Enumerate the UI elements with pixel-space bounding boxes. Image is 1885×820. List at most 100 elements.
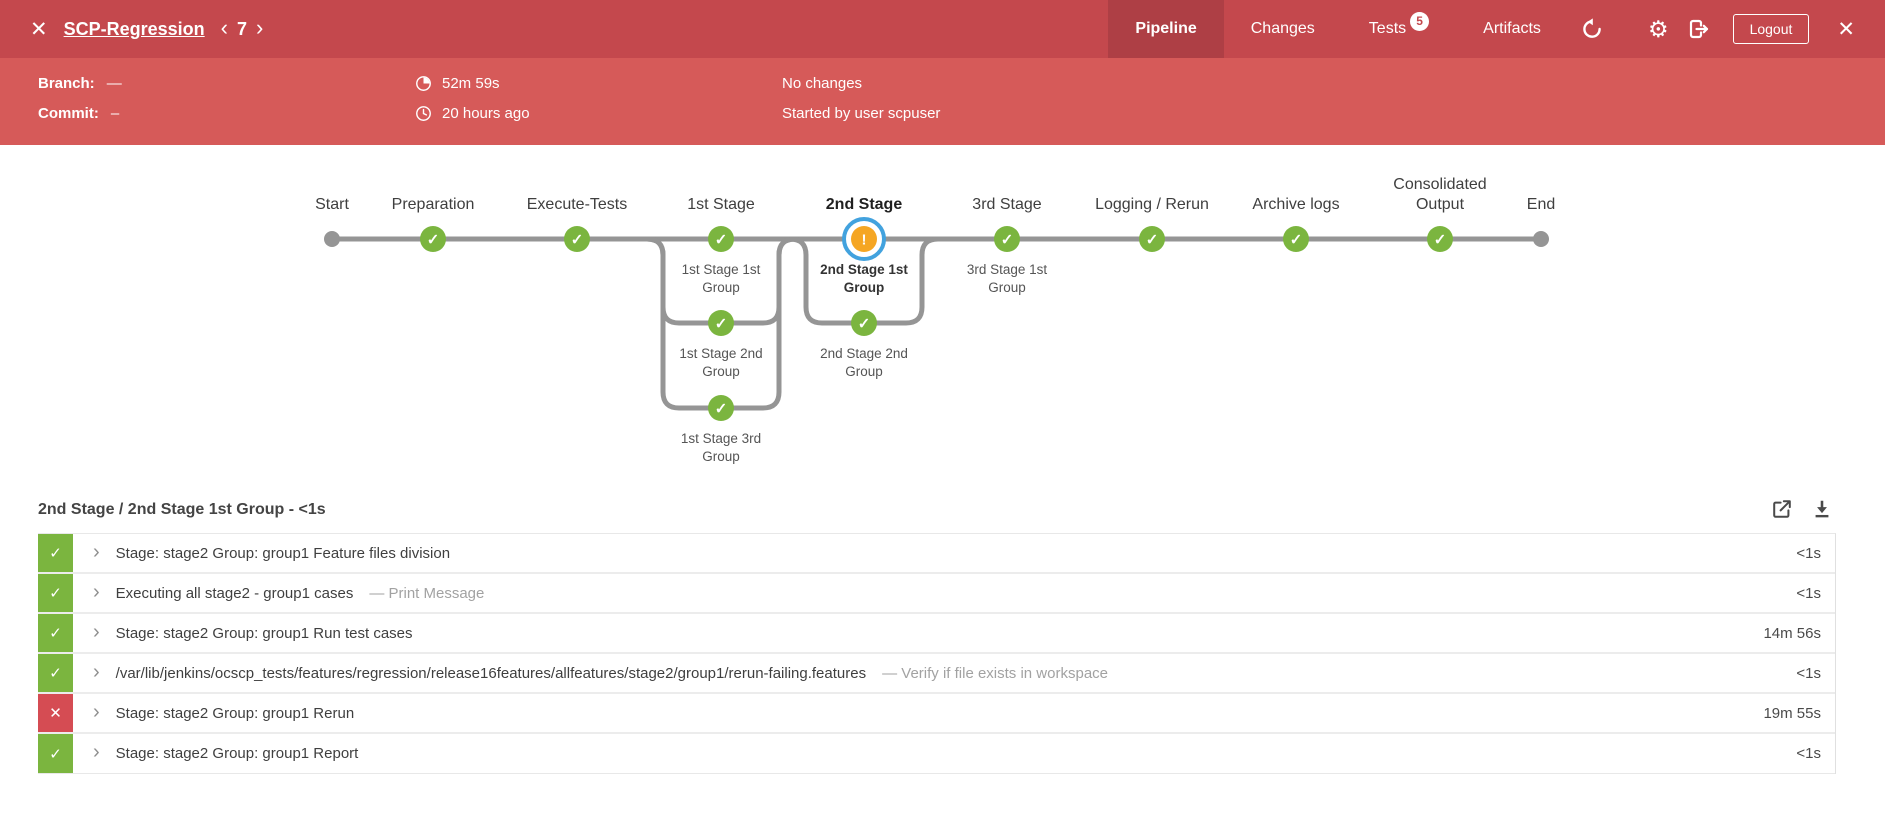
expand-step-chevron-icon[interactable]: › <box>93 660 100 683</box>
step-duration: <1s <box>1796 745 1821 762</box>
step-success-icon: ✓ <box>38 654 73 692</box>
stage-label: Output <box>1416 196 1465 213</box>
stage-label: Preparation <box>392 196 475 213</box>
step-title: Stage: stage2 Group: group1 Rerun <box>115 704 355 722</box>
parallel-branch-label: Group <box>844 280 885 295</box>
success-check-icon: ✓ <box>715 316 728 333</box>
step-success-icon: ✓ <box>38 534 73 572</box>
rerun-icon[interactable] <box>1580 17 1604 41</box>
started-value: 20 hours ago <box>442 105 530 122</box>
next-run-icon[interactable]: › <box>256 14 264 40</box>
close-pipeline-icon[interactable]: ✕ <box>30 17 48 41</box>
gear-icon[interactable]: ⚙ <box>1647 15 1669 42</box>
success-check-icon: ✓ <box>1146 232 1159 249</box>
pipeline-node[interactable] <box>1139 226 1165 252</box>
changes-info: No changes <box>782 75 1885 92</box>
close-window-icon[interactable]: ✕ <box>1837 17 1855 41</box>
tests-count-badge: 5 <box>1410 11 1430 31</box>
stage-label: End <box>1527 196 1555 213</box>
started-by-info: Started by user scpuser <box>782 105 1885 122</box>
step-row[interactable]: ✓ › Stage: stage2 Group: group1 Report <1s <box>38 734 1835 774</box>
pipeline-node[interactable] <box>708 395 734 421</box>
stage-label: Logging / Rerun <box>1095 196 1209 213</box>
parallel-branch-label: 1st Stage 3rd <box>681 431 761 446</box>
parallel-branch-label: Group <box>702 280 740 295</box>
expand-step-chevron-icon[interactable]: › <box>93 741 100 763</box>
stage-label: Execute-Tests <box>527 196 627 213</box>
step-title: Stage: stage2 Group: group1 Feature file… <box>115 544 451 562</box>
branch-value: — <box>106 75 122 92</box>
step-row[interactable]: ✕ › Stage: stage2 Group: group1 Rerun 19m 5… <box>38 694 1835 734</box>
steps-table: ✓ › Stage: stage2 Group: group1 Feature fi… <box>38 533 1836 774</box>
pipeline-node-terminal[interactable] <box>1533 231 1549 247</box>
expand-step-chevron-icon[interactable]: › <box>93 580 100 603</box>
open-log-external-icon[interactable] <box>1771 498 1793 520</box>
steps-actions <box>1771 498 1833 520</box>
stage-label: Archive logs <box>1252 196 1339 213</box>
pipeline-node[interactable] <box>994 226 1020 252</box>
branch-label: Branch: <box>38 75 95 92</box>
step-title: Executing all stage2 - group1 cases <box>115 584 354 602</box>
step-title: /var/lib/jenkins/ocscp_tests/features/re… <box>115 664 867 682</box>
tab-label: Pipeline <box>1135 20 1197 37</box>
title-group: ✕ SCP-Regression ‹ 7 › <box>0 0 263 58</box>
changes-value: No changes <box>782 75 863 92</box>
step-row[interactable]: ✓ › Executing all stage2 - group1 cases — P… <box>38 574 1835 614</box>
step-duration: <1s <box>1796 584 1821 602</box>
pipeline-node[interactable] <box>708 226 734 252</box>
step-annotation: — Print Message <box>369 584 485 602</box>
success-check-icon: ✓ <box>427 232 440 249</box>
previous-run-icon[interactable]: ‹ <box>220 14 228 40</box>
parallel-branch-label: 2nd Stage 1st <box>820 262 908 277</box>
download-log-icon[interactable] <box>1811 498 1833 520</box>
run-navigation: ‹ 7 › <box>220 14 264 42</box>
expand-step-chevron-icon[interactable]: › <box>93 540 100 563</box>
tab-label: Artifacts <box>1483 20 1541 37</box>
duration-info: 52m 59s <box>415 75 782 92</box>
tab-changes[interactable]: Changes <box>1224 0 1342 58</box>
stage-label: 3rd Stage <box>972 196 1041 213</box>
stage-label: Start <box>315 196 349 213</box>
step-row[interactable]: ✓ › Stage: stage2 Group: group1 Feature fi… <box>38 534 1835 574</box>
parallel-branch-label: Group <box>702 364 740 379</box>
pipeline-node[interactable] <box>1427 226 1453 252</box>
duration-icon <box>415 75 432 92</box>
tab-artifacts[interactable]: Artifacts <box>1456 0 1568 58</box>
pipeline-graph: Start Preparation ✓ Execute-Tests ✓ 1st Stage… <box>315 176 1555 464</box>
job-title-link[interactable]: SCP-Regression <box>63 18 205 39</box>
pipeline-node[interactable] <box>851 310 877 336</box>
pipeline-node[interactable] <box>708 310 734 336</box>
tab-pipeline[interactable]: Pipeline <box>1108 0 1224 58</box>
step-failure-icon: ✕ <box>38 694 73 732</box>
pipeline-node-terminal[interactable] <box>324 231 340 247</box>
exit-icon[interactable] <box>1687 17 1711 41</box>
expand-step-chevron-icon[interactable]: › <box>93 700 100 723</box>
tab-label: Changes <box>1250 20 1315 37</box>
step-duration: 14m 56s <box>1763 624 1821 642</box>
parallel-branch-label: 1st Stage 2nd <box>679 346 762 361</box>
run-number: 7 <box>236 18 247 39</box>
expand-step-chevron-icon[interactable]: › <box>93 620 100 643</box>
pipeline-node[interactable] <box>420 226 446 252</box>
step-duration: 19m 55s <box>1763 704 1821 722</box>
tab-bar: Pipeline Changes Tests 5 Artifacts <box>1108 0 1568 58</box>
success-check-icon: ✓ <box>715 401 728 418</box>
tab-tests[interactable]: Tests 5 <box>1342 0 1456 58</box>
pipeline-node[interactable] <box>564 226 590 252</box>
step-row[interactable]: ✓ › Stage: stage2 Group: group1 Run test c… <box>38 614 1835 654</box>
toolbar: ⚙ Logout ✕ <box>1568 0 1885 58</box>
commit-value: – <box>110 105 120 122</box>
logout-button[interactable]: Logout <box>1732 14 1810 44</box>
started-by-value: Started by user scpuser <box>782 105 941 122</box>
success-check-icon: ✓ <box>1001 232 1014 249</box>
step-row[interactable]: ✓ › /var/lib/jenkins/ocscp_tests/features/… <box>38 654 1835 694</box>
step-title: Stage: stage2 Group: group1 Run test cas… <box>115 624 413 642</box>
step-duration: <1s <box>1796 544 1821 562</box>
pipeline-node[interactable] <box>1283 226 1309 252</box>
clock-icon <box>415 105 432 122</box>
stage-label: 1st Stage <box>687 196 755 213</box>
run-info-banner: Branch: — 52m 59s No changes Commit: – 2… <box>0 58 1885 145</box>
pipeline-node[interactable] <box>851 226 877 252</box>
step-success-icon: ✓ <box>38 734 73 773</box>
step-title: Stage: stage2 Group: group1 Report <box>115 745 359 762</box>
